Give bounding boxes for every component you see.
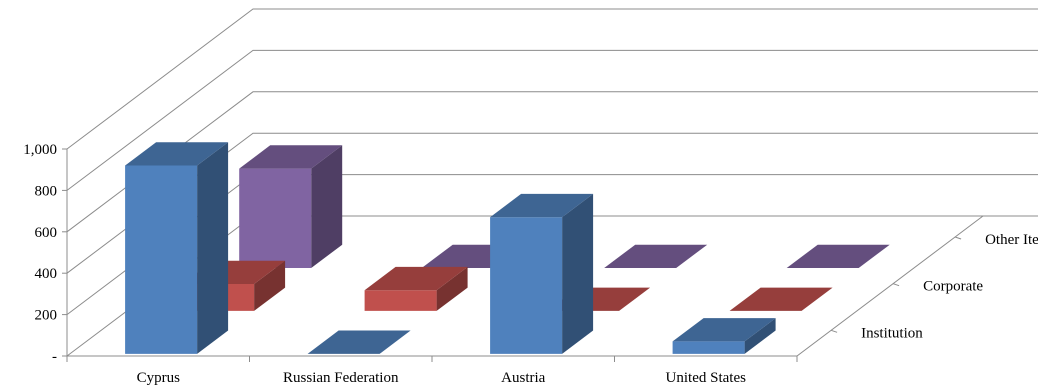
x-tick-label-united-states: United States [666, 370, 747, 386]
y-tick-label: 800 [35, 183, 58, 199]
bar-top-face [672, 318, 776, 342]
bar-front-face [239, 168, 312, 268]
bar-side-face [254, 260, 286, 311]
y-tick-label: 200 [35, 308, 58, 324]
bar-other-items-cyprus [239, 145, 343, 268]
y-tick-label: 600 [35, 225, 58, 241]
gridline [66, 8, 1038, 150]
bar-side-face [562, 193, 594, 354]
bar-side-face [197, 142, 229, 354]
bar-top-face [125, 142, 229, 166]
depth-tick-mark [954, 236, 962, 240]
bar-institution-united-states [672, 318, 776, 354]
bar-corporate-russian-federation [364, 266, 468, 311]
bar-top-face [490, 193, 594, 218]
bar-other-items-austria [604, 244, 708, 268]
x-tick-label-austria: Austria [501, 370, 546, 386]
bar-front-face [490, 217, 563, 354]
series-label-institution: Institution [861, 325, 923, 341]
bar-top-face [786, 244, 890, 268]
depth-tick-mark [892, 283, 900, 287]
bar-side-face [744, 318, 776, 354]
bar-front-face [672, 341, 745, 354]
labels: - 200 400 600 800 1,000 Cyprus Russian Federati… [23, 142, 1038, 386]
bar-side-face [311, 145, 343, 268]
bar-front-face [125, 165, 198, 354]
bar-institution-russian-federation [307, 330, 411, 354]
series-label-corporate: Corporate [923, 279, 983, 295]
y-tick-label: 400 [35, 266, 58, 282]
bar-top-face [729, 287, 833, 311]
axes [62, 148, 962, 362]
bar-side-face [436, 266, 468, 311]
bar-top-face [239, 145, 343, 169]
bar-front-face [364, 290, 437, 311]
bars [125, 142, 890, 354]
bar-institution-cyprus [125, 142, 229, 354]
bar-top-face [307, 330, 411, 354]
bar-institution-austria [490, 193, 594, 354]
bar-top-face [604, 244, 708, 268]
bar-corporate-united-states [729, 287, 833, 311]
bar-top-face [364, 266, 468, 291]
x-tick-label-russian-federation: Russian Federation [283, 370, 399, 386]
series-label-other-items: Other Items [985, 232, 1038, 248]
y-tick-label: 1,000 [23, 142, 57, 158]
bar-other-items-united-states [786, 244, 890, 268]
gridline [66, 49, 1038, 191]
depth-tick-mark [830, 329, 838, 333]
y-tick-label: - [52, 349, 57, 365]
x-tick-label-cyprus: Cyprus [137, 370, 181, 386]
